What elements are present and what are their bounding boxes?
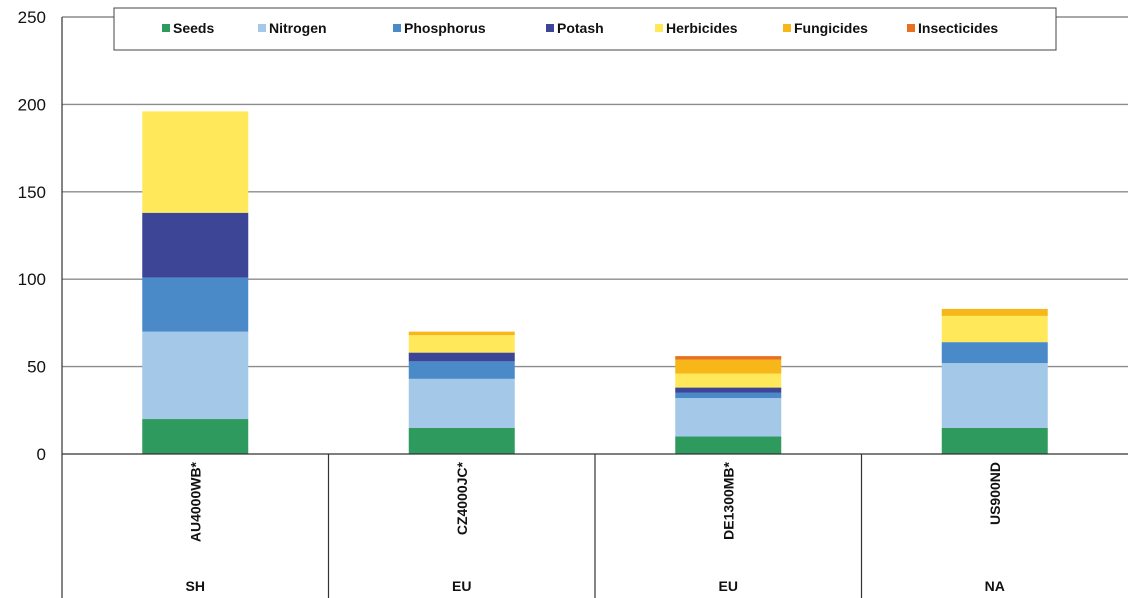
legend-label: Herbicides	[666, 20, 738, 36]
legend-swatch	[162, 24, 170, 32]
legend-items: Seeds Nitrogen Phosphorus Potash Herbicides F…	[162, 20, 998, 36]
bar-segment	[675, 436, 782, 454]
category-label: CZ4000JC*	[454, 461, 470, 535]
legend-swatch	[546, 24, 554, 32]
y-tick-label: 50	[27, 358, 46, 377]
bar-segment	[408, 361, 515, 379]
y-tick-label: 150	[18, 183, 46, 202]
legend-box	[113, 7, 1057, 51]
y-tick-label: 100	[18, 270, 46, 289]
y-tick-label: 0	[37, 445, 46, 464]
bar-segment	[675, 373, 782, 388]
bar-segment	[142, 277, 249, 332]
bar-segment	[408, 331, 515, 336]
legend-label: Insecticides	[918, 20, 998, 36]
group-label: NA	[985, 578, 1005, 594]
bar-segment	[142, 212, 249, 278]
bar-segment	[142, 419, 249, 454]
group-label: EU	[719, 578, 738, 594]
legend-swatch	[258, 24, 266, 32]
group-label: SH	[186, 578, 205, 594]
category-axis: AU4000WB* SH CZ4000JC* EU DE1300MB* EU US900ND…	[186, 461, 1005, 594]
bar-segment	[142, 331, 249, 420]
axes	[61, 17, 1128, 598]
bar-segment	[941, 308, 1048, 316]
bar-segment	[142, 111, 249, 213]
legend-label: Fungicides	[794, 20, 868, 36]
bar-segment	[675, 356, 782, 360]
bars	[142, 111, 1048, 454]
y-tick-labels: 0 50 100 150 200 250	[18, 8, 46, 464]
legend-label: Seeds	[173, 20, 214, 36]
category-label: US900ND	[987, 462, 1003, 525]
y-tick-label: 250	[18, 8, 46, 27]
group-label: EU	[452, 578, 471, 594]
bar-segment	[941, 427, 1048, 454]
y-tick-label: 200	[18, 95, 46, 114]
bar-segment	[675, 387, 782, 393]
bar-segment	[408, 335, 515, 353]
legend-label: Potash	[557, 20, 604, 36]
bar-segment	[408, 427, 515, 454]
bar-segment	[408, 352, 515, 362]
category-label: AU4000WB*	[187, 461, 203, 542]
bar-segment	[675, 398, 782, 437]
bar-segment	[408, 378, 515, 428]
legend-swatch	[783, 24, 791, 32]
bar-segment	[675, 392, 782, 399]
legend-swatch	[907, 24, 915, 32]
legend-swatch	[393, 24, 401, 32]
legend-label: Phosphorus	[404, 20, 486, 36]
category-label: DE1300MB*	[720, 461, 736, 539]
bar-segment	[675, 359, 782, 374]
legend-label: Nitrogen	[269, 20, 327, 36]
bar-segment	[941, 363, 1048, 428]
legend-swatch	[655, 24, 663, 32]
legend: Seeds Nitrogen Phosphorus Potash Herbicides F…	[113, 7, 1057, 51]
bar-segment	[941, 342, 1048, 364]
bar-segment	[941, 315, 1048, 343]
